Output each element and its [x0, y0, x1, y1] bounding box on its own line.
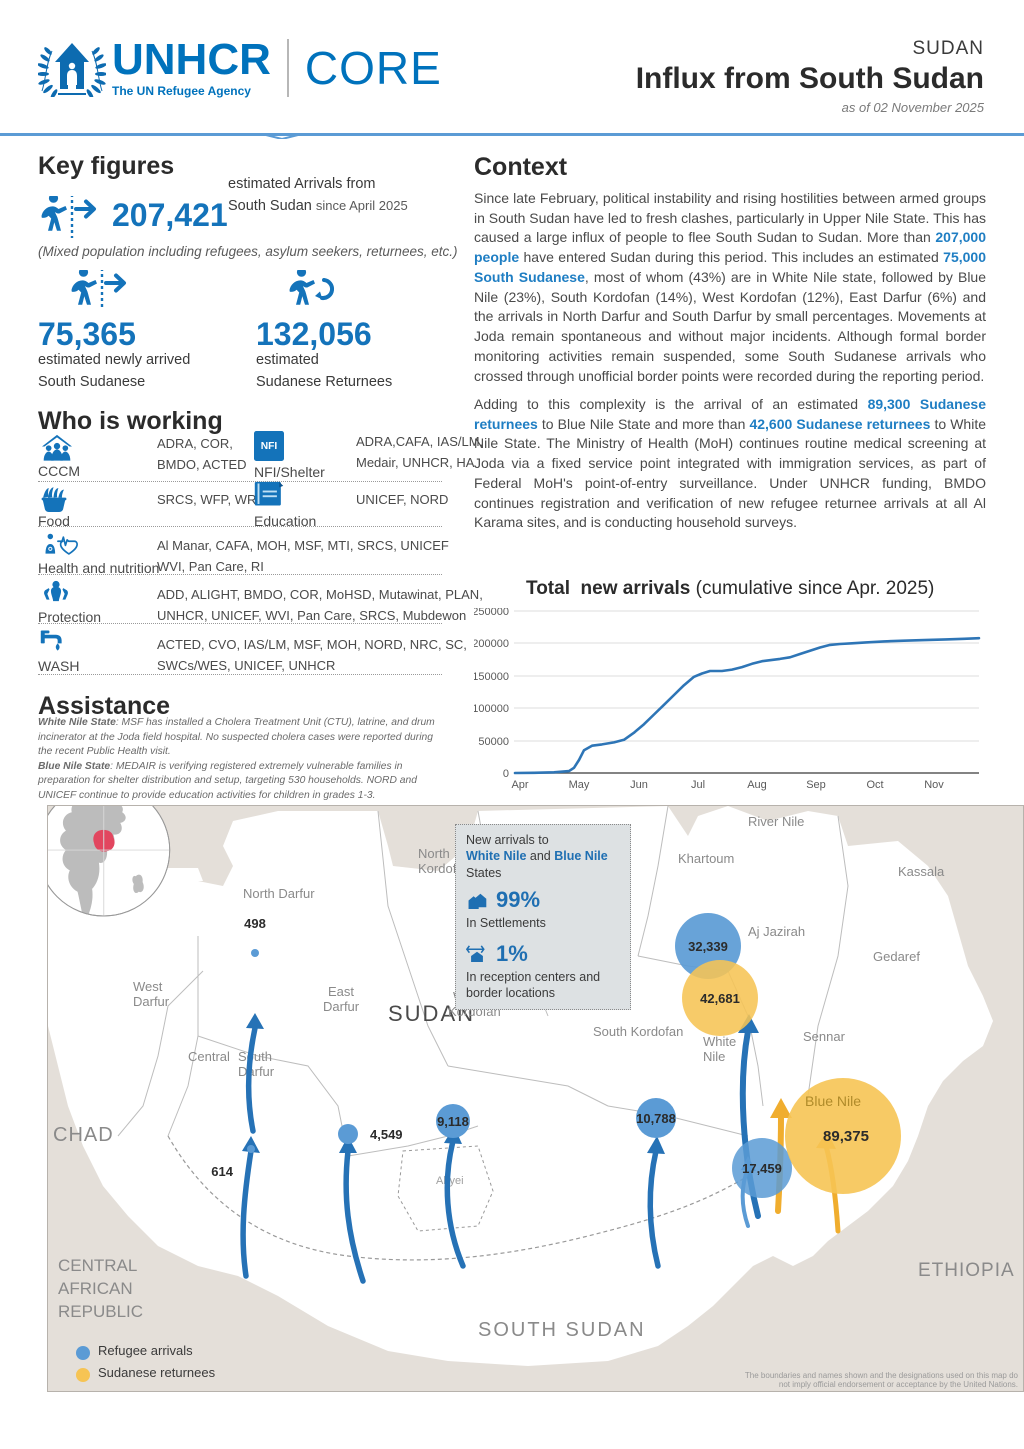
svg-text:17,459: 17,459	[742, 1161, 782, 1176]
svg-text:South: South	[238, 1049, 272, 1064]
svg-text:Darfur: Darfur	[238, 1064, 275, 1079]
svg-text:Sennar: Sennar	[803, 1029, 846, 1044]
svg-text:North Darfur: North Darfur	[243, 886, 315, 901]
svg-text:89,375: 89,375	[823, 1128, 869, 1145]
svg-text:614: 614	[211, 1164, 233, 1179]
svg-text:0: 0	[503, 768, 509, 780]
svg-text:Jun: Jun	[630, 779, 648, 791]
svg-text:Nov: Nov	[924, 779, 944, 791]
svg-text:10,788: 10,788	[636, 1111, 676, 1126]
svg-text:CENTRAL: CENTRAL	[58, 1256, 137, 1275]
svg-text:Nile: Nile	[703, 1049, 725, 1064]
svg-text:North: North	[418, 846, 450, 861]
svg-text:River Nile: River Nile	[748, 814, 804, 829]
svg-text:42,681: 42,681	[700, 991, 740, 1006]
svg-text:50000: 50000	[478, 736, 509, 748]
svg-text:498: 498	[244, 916, 266, 931]
svg-text:250000: 250000	[474, 608, 509, 618]
svg-text:May: May	[569, 779, 590, 791]
svg-text:100000: 100000	[474, 703, 509, 715]
svg-text:Apr: Apr	[511, 779, 528, 791]
svg-text:White: White	[703, 1034, 736, 1049]
svg-text:West: West	[133, 979, 163, 994]
svg-text:4,549: 4,549	[370, 1127, 403, 1142]
svg-text:Central: Central	[188, 1049, 230, 1064]
svg-text:150000: 150000	[474, 671, 509, 683]
svg-text:200000: 200000	[474, 638, 509, 650]
svg-text:South Kordofan: South Kordofan	[593, 1024, 683, 1039]
svg-text:Blue Nile: Blue Nile	[805, 1093, 861, 1109]
svg-text:Gedaref: Gedaref	[873, 949, 920, 964]
svg-text:Aug: Aug	[747, 779, 767, 791]
svg-text:Darfur: Darfur	[323, 999, 360, 1014]
svg-text:Sep: Sep	[806, 779, 826, 791]
svg-text:9,118: 9,118	[437, 1114, 469, 1129]
svg-text:Oct: Oct	[866, 779, 883, 791]
svg-text:Jul: Jul	[691, 779, 705, 791]
svg-text:Khartoum: Khartoum	[678, 851, 734, 866]
svg-text:Darfur: Darfur	[133, 994, 170, 1009]
svg-text:ETHIOPIA: ETHIOPIA	[918, 1260, 1015, 1281]
svg-text:NFI: NFI	[261, 441, 278, 452]
svg-text:SOUTH SUDAN: SOUTH SUDAN	[478, 1319, 646, 1341]
svg-text:Aj Jazirah: Aj Jazirah	[748, 924, 805, 939]
svg-text:CHAD: CHAD	[53, 1124, 114, 1146]
svg-text:East: East	[328, 984, 354, 999]
svg-text:32,339: 32,339	[688, 939, 728, 954]
svg-text:REPUBLIC: REPUBLIC	[58, 1302, 143, 1321]
svg-text:Kassala: Kassala	[898, 864, 945, 879]
svg-text:AFRICAN: AFRICAN	[58, 1279, 133, 1298]
